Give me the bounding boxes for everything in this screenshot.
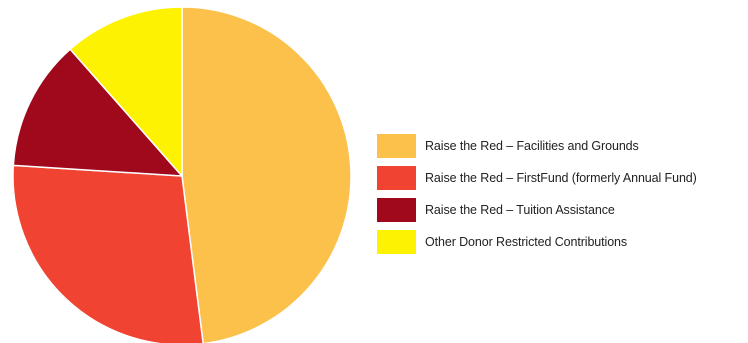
pie-slice-tuition: [12, 48, 183, 177]
pie-slice-other-restricted: [69, 6, 183, 177]
legend-swatch-firstfund: [377, 166, 416, 190]
legend-swatch-other-restricted: [377, 230, 416, 254]
pie-slice-facilities: [181, 6, 352, 343]
legend-item-tuition: Raise the Red – Tuition Assistance: [377, 198, 745, 222]
legend-label-firstfund: Raise the Red – FirstFund (formerly Annu…: [425, 171, 697, 185]
legend-item-facilities: Raise the Red – Facilities and Grounds: [377, 134, 745, 158]
legend-label-other-restricted: Other Donor Restricted Contributions: [425, 235, 628, 249]
legend-swatch-tuition: [377, 198, 416, 222]
legend-item-other-restricted: Other Donor Restricted Contributions: [377, 230, 745, 254]
legend-label-tuition: Raise the Red – Tuition Assistance: [425, 203, 615, 217]
legend-swatch-facilities: [377, 134, 416, 158]
legend: Raise the Red – Facilities and Grounds R…: [377, 134, 745, 262]
pie-slice-firstfund: [12, 164, 204, 343]
legend-item-firstfund: Raise the Red – FirstFund (formerly Annu…: [377, 166, 745, 190]
legend-label-facilities: Raise the Red – Facilities and Grounds: [425, 139, 639, 153]
